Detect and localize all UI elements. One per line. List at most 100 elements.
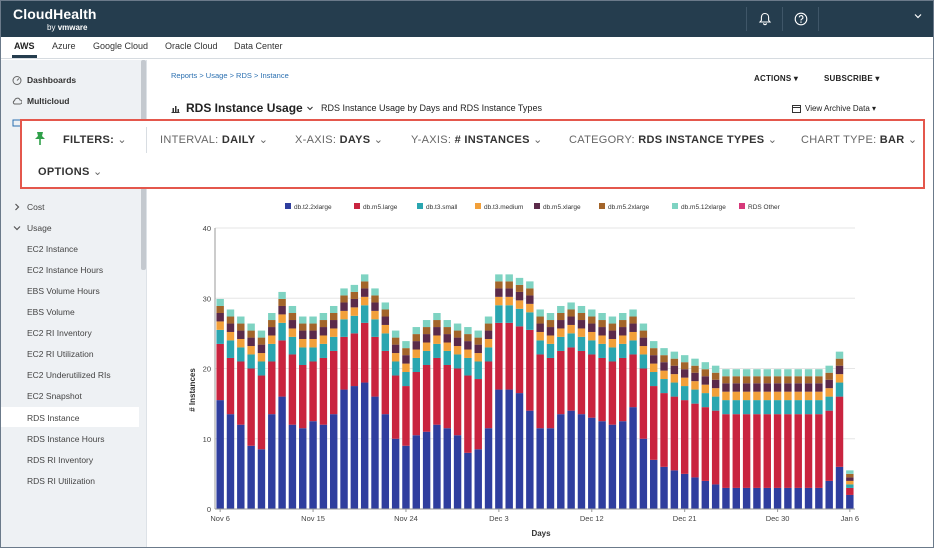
bar-segment[interactable]	[835, 365, 844, 375]
bar-segment[interactable]	[495, 389, 503, 509]
bar-segment[interactable]	[680, 369, 689, 378]
bar-segment[interactable]	[536, 428, 544, 509]
bar-segment[interactable]	[835, 358, 844, 366]
bar-segment[interactable]	[360, 274, 369, 282]
bar-segment[interactable]	[567, 410, 575, 509]
category-dropdown[interactable]: CATEGORY: RDS INSTANCE TYPES ⌄	[569, 134, 778, 146]
bar-segment[interactable]	[629, 331, 637, 341]
bar-segment[interactable]	[773, 487, 782, 509]
bar-segment[interactable]	[381, 414, 390, 509]
bar-segment[interactable]	[226, 316, 235, 324]
bar-segment[interactable]	[226, 331, 235, 341]
bar-segment[interactable]	[309, 361, 317, 422]
bar-segment[interactable]	[536, 316, 544, 324]
bar-segment[interactable]	[711, 410, 720, 485]
bar-segment[interactable]	[515, 300, 524, 309]
bar-segment[interactable]	[711, 484, 720, 509]
bar-segment[interactable]	[846, 473, 854, 478]
bar-segment[interactable]	[794, 383, 802, 392]
bar-segment[interactable]	[402, 445, 410, 509]
bar-segment[interactable]	[825, 480, 833, 509]
bar-segment[interactable]	[433, 424, 441, 509]
bar-segment[interactable]	[846, 480, 854, 485]
bar-segment[interactable]	[309, 323, 317, 331]
bar-segment[interactable]	[846, 494, 854, 509]
bar-segment[interactable]	[216, 305, 224, 313]
bar-segment[interactable]	[216, 329, 224, 344]
bar-segment[interactable]	[309, 347, 317, 362]
bar-segment[interactable]	[526, 281, 534, 289]
tab-aws[interactable]: AWS	[12, 41, 36, 58]
bar-segment[interactable]	[557, 305, 565, 313]
bar-segment[interactable]	[247, 346, 255, 355]
interval-dropdown[interactable]: INTERVAL: DAILY ⌄	[160, 134, 269, 146]
bar-segment[interactable]	[309, 330, 317, 339]
bar-segment[interactable]	[680, 377, 689, 387]
bar-segment[interactable]	[484, 339, 493, 348]
bar-segment[interactable]	[412, 327, 420, 335]
bar-segment[interactable]	[784, 369, 792, 377]
bar-segment[interactable]	[629, 316, 637, 324]
bar-segment[interactable]	[732, 400, 740, 415]
bar-segment[interactable]	[257, 330, 266, 338]
bar-segment[interactable]	[577, 305, 586, 313]
bar-segment[interactable]	[484, 330, 493, 339]
bar-segment[interactable]	[278, 314, 286, 323]
bar-segment[interactable]	[495, 296, 503, 306]
pin-icon[interactable]	[32, 130, 48, 146]
bar-segment[interactable]	[464, 375, 472, 453]
bar-segment[interactable]	[670, 374, 679, 383]
bar-segment[interactable]	[784, 376, 792, 384]
bar-segment[interactable]	[453, 337, 462, 347]
bar-segment[interactable]	[598, 320, 606, 328]
sidebar-item-cost[interactable]: Cost	[27, 202, 45, 212]
bar-segment[interactable]	[711, 372, 720, 380]
bar-segment[interactable]	[299, 339, 307, 348]
bar-segment[interactable]	[608, 339, 617, 348]
bar-segment[interactable]	[577, 350, 586, 415]
bar-segment[interactable]	[660, 466, 668, 509]
bar-segment[interactable]	[526, 295, 534, 304]
bar-segment[interactable]	[835, 382, 844, 397]
bar-segment[interactable]	[608, 361, 617, 425]
bar-segment[interactable]	[629, 309, 637, 317]
bar-segment[interactable]	[691, 477, 699, 509]
bar-segment[interactable]	[753, 376, 761, 384]
bar-segment[interactable]	[680, 473, 689, 510]
bar-segment[interactable]	[309, 421, 317, 509]
bar-segment[interactable]	[742, 414, 751, 488]
bar-segment[interactable]	[598, 313, 606, 321]
bar-segment[interactable]	[825, 388, 833, 397]
bar-segment[interactable]	[701, 407, 710, 481]
sidebar-item-usage[interactable]: Usage	[27, 223, 52, 233]
bar-segment[interactable]	[598, 421, 606, 509]
bar-segment[interactable]	[670, 365, 679, 375]
bar-segment[interactable]	[319, 320, 328, 328]
bar-segment[interactable]	[505, 281, 513, 289]
bar-segment[interactable]	[660, 362, 668, 371]
bar-segment[interactable]	[732, 376, 740, 384]
bar-segment[interactable]	[464, 341, 472, 350]
bar-segment[interactable]	[381, 316, 390, 325]
bar-segment[interactable]	[402, 348, 410, 356]
brand-logo[interactable]: CloudHealth by vmware	[13, 6, 97, 32]
bar-segment[interactable]	[557, 313, 565, 321]
bar-segment[interactable]	[784, 414, 792, 488]
bar-segment[interactable]	[495, 281, 503, 289]
bar-segment[interactable]	[732, 414, 740, 488]
bar-segment[interactable]	[350, 291, 359, 299]
bar-segment[interactable]	[825, 379, 833, 389]
bar-segment[interactable]	[299, 323, 307, 331]
bar-segment[interactable]	[763, 369, 771, 377]
bar-segment[interactable]	[340, 389, 348, 509]
bar-segment[interactable]	[794, 414, 802, 488]
bar-segment[interactable]	[484, 428, 493, 509]
bar-segment[interactable]	[278, 340, 286, 397]
bar-segment[interactable]	[340, 319, 348, 337]
bar-segment[interactable]	[763, 414, 771, 488]
bar-segment[interactable]	[237, 323, 245, 331]
bar-segment[interactable]	[319, 313, 328, 321]
bar-segment[interactable]	[484, 347, 493, 362]
bar-segment[interactable]	[453, 435, 462, 509]
bar-segment[interactable]	[794, 487, 802, 509]
